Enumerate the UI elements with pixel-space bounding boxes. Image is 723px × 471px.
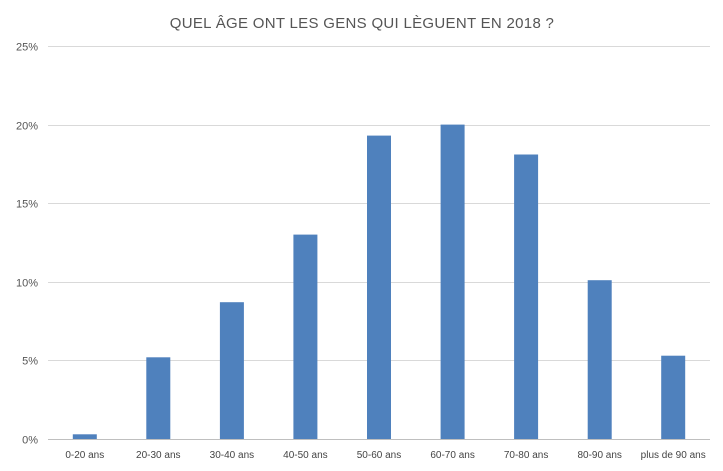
x-tick-label: 70-80 ans xyxy=(504,450,548,461)
chart-title: QUEL ÂGE ONT LES GENS QUI LÈGUENT EN 201… xyxy=(170,15,554,32)
x-tick-label: 60-70 ans xyxy=(430,450,474,461)
bar xyxy=(514,154,539,439)
bar xyxy=(219,302,244,439)
y-tick-label: 0% xyxy=(22,435,38,447)
bar xyxy=(440,124,465,439)
x-tick-label: 50-60 ans xyxy=(357,450,401,461)
x-axis-ticks: 0-20 ans 20-30 ans 30-40 ans 40-50 ans 50-60… xyxy=(65,450,705,461)
x-tick-label: plus de 90 ans xyxy=(641,450,706,461)
x-tick-label: 30-40 ans xyxy=(210,450,254,461)
bar xyxy=(587,280,612,439)
y-tick-label: 25% xyxy=(16,42,38,54)
y-tick-label: 10% xyxy=(16,278,38,290)
bar xyxy=(293,234,318,439)
y-tick-label: 5% xyxy=(22,356,38,368)
x-tick-label: 40-50 ans xyxy=(283,450,327,461)
y-axis-ticks: 0% 5% 10% 15% 20% 25% xyxy=(16,42,38,447)
bar xyxy=(661,355,686,439)
y-tick-label: 20% xyxy=(16,121,38,133)
x-tick-label: 20-30 ans xyxy=(136,450,180,461)
bar xyxy=(72,434,97,439)
y-tick-label: 15% xyxy=(16,199,38,211)
x-tick-label: 80-90 ans xyxy=(577,450,621,461)
bars xyxy=(72,124,686,439)
x-tick-label: 0-20 ans xyxy=(65,450,104,461)
bar xyxy=(367,135,391,439)
bar xyxy=(146,357,171,439)
